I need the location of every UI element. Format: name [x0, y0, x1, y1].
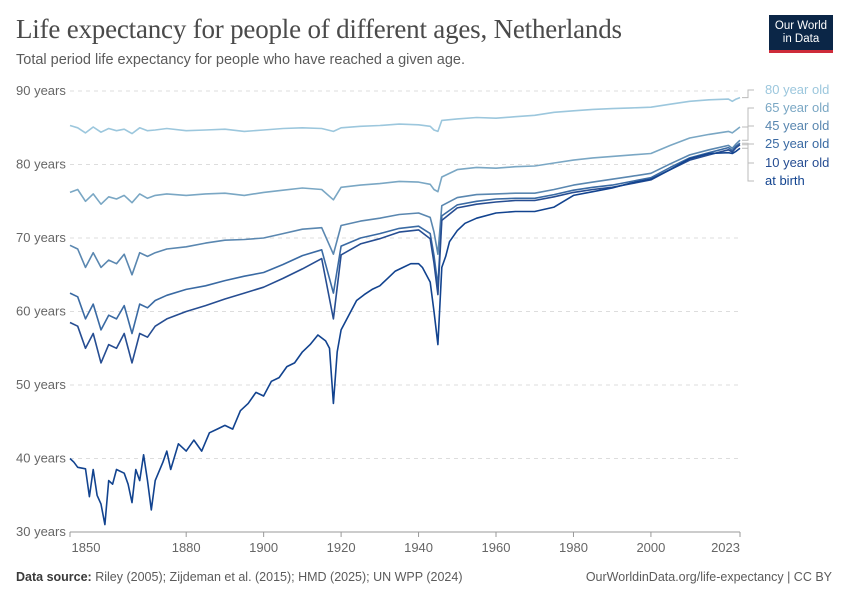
legend-connector — [742, 107, 754, 128]
legend-connector — [742, 142, 754, 145]
legend-connector — [742, 125, 754, 141]
x-tick-label: 1980 — [559, 540, 588, 555]
data-source-text: Riley (2005); Zijdeman et al. (2015); HM… — [95, 570, 463, 584]
chart-subtitle: Total period life expectancy for people … — [16, 52, 465, 68]
series-line[interactable] — [69, 147, 741, 526]
legend-connector — [742, 89, 754, 99]
logo-line-1: Our World — [774, 20, 828, 32]
y-tick-label: 60 years — [16, 304, 66, 319]
logo-line-2: in Data — [782, 33, 820, 45]
x-tick-label: 1960 — [482, 540, 511, 555]
legend-layer: 80 year old 65 year old 45 year old 25 year… — [742, 82, 829, 188]
x-tick-label: 1940 — [404, 540, 433, 555]
series-line[interactable] — [69, 139, 741, 276]
x-tick-label: 1900 — [249, 540, 278, 555]
y-tick-label: 90 years — [16, 83, 66, 98]
data-source: Data source: Riley (2005); Zijdeman et a… — [16, 570, 463, 584]
x-tick-label: 2000 — [636, 540, 665, 555]
life-expectancy-chart: 30 years 40 years 50 years 60 years 70 years… — [16, 82, 829, 555]
x-tick-label: 1850 — [72, 540, 101, 555]
y-tick-label: 70 years — [16, 230, 66, 245]
series-line[interactable] — [69, 126, 741, 205]
x-tick-label: 1880 — [172, 540, 201, 555]
axis-layer: 30 years 40 years 50 years 60 years 70 years… — [16, 83, 741, 555]
legend-label: 80 year old — [765, 82, 829, 97]
legend-label: at birth — [765, 173, 805, 188]
y-tick-label: 50 years — [16, 377, 66, 392]
owid-logo[interactable]: Our World in Data — [769, 15, 833, 53]
source-url-link[interactable]: OurWorldinData.org/life-expectancy | CC … — [585, 570, 832, 584]
data-source-label: Data source: — [16, 570, 92, 584]
grid-layer — [70, 90, 740, 459]
x-tick-label: 1920 — [327, 540, 356, 555]
y-tick-label: 40 years — [16, 451, 66, 466]
legend-label: 45 year old — [765, 118, 829, 133]
y-tick-label: 30 years — [16, 524, 66, 539]
y-tick-label: 80 years — [16, 157, 66, 172]
legend-label: 65 year old — [765, 100, 829, 115]
series-line[interactable] — [69, 144, 741, 364]
legend-connector — [742, 147, 754, 182]
legend-label: 10 year old — [765, 155, 829, 170]
x-tick-label: 2023 — [711, 540, 740, 555]
chart-title: Life expectancy for people of different … — [16, 14, 622, 44]
series-line[interactable] — [69, 142, 741, 335]
legend-label: 25 year old — [765, 136, 829, 151]
series-layer — [69, 96, 741, 526]
series-line[interactable] — [69, 96, 741, 135]
